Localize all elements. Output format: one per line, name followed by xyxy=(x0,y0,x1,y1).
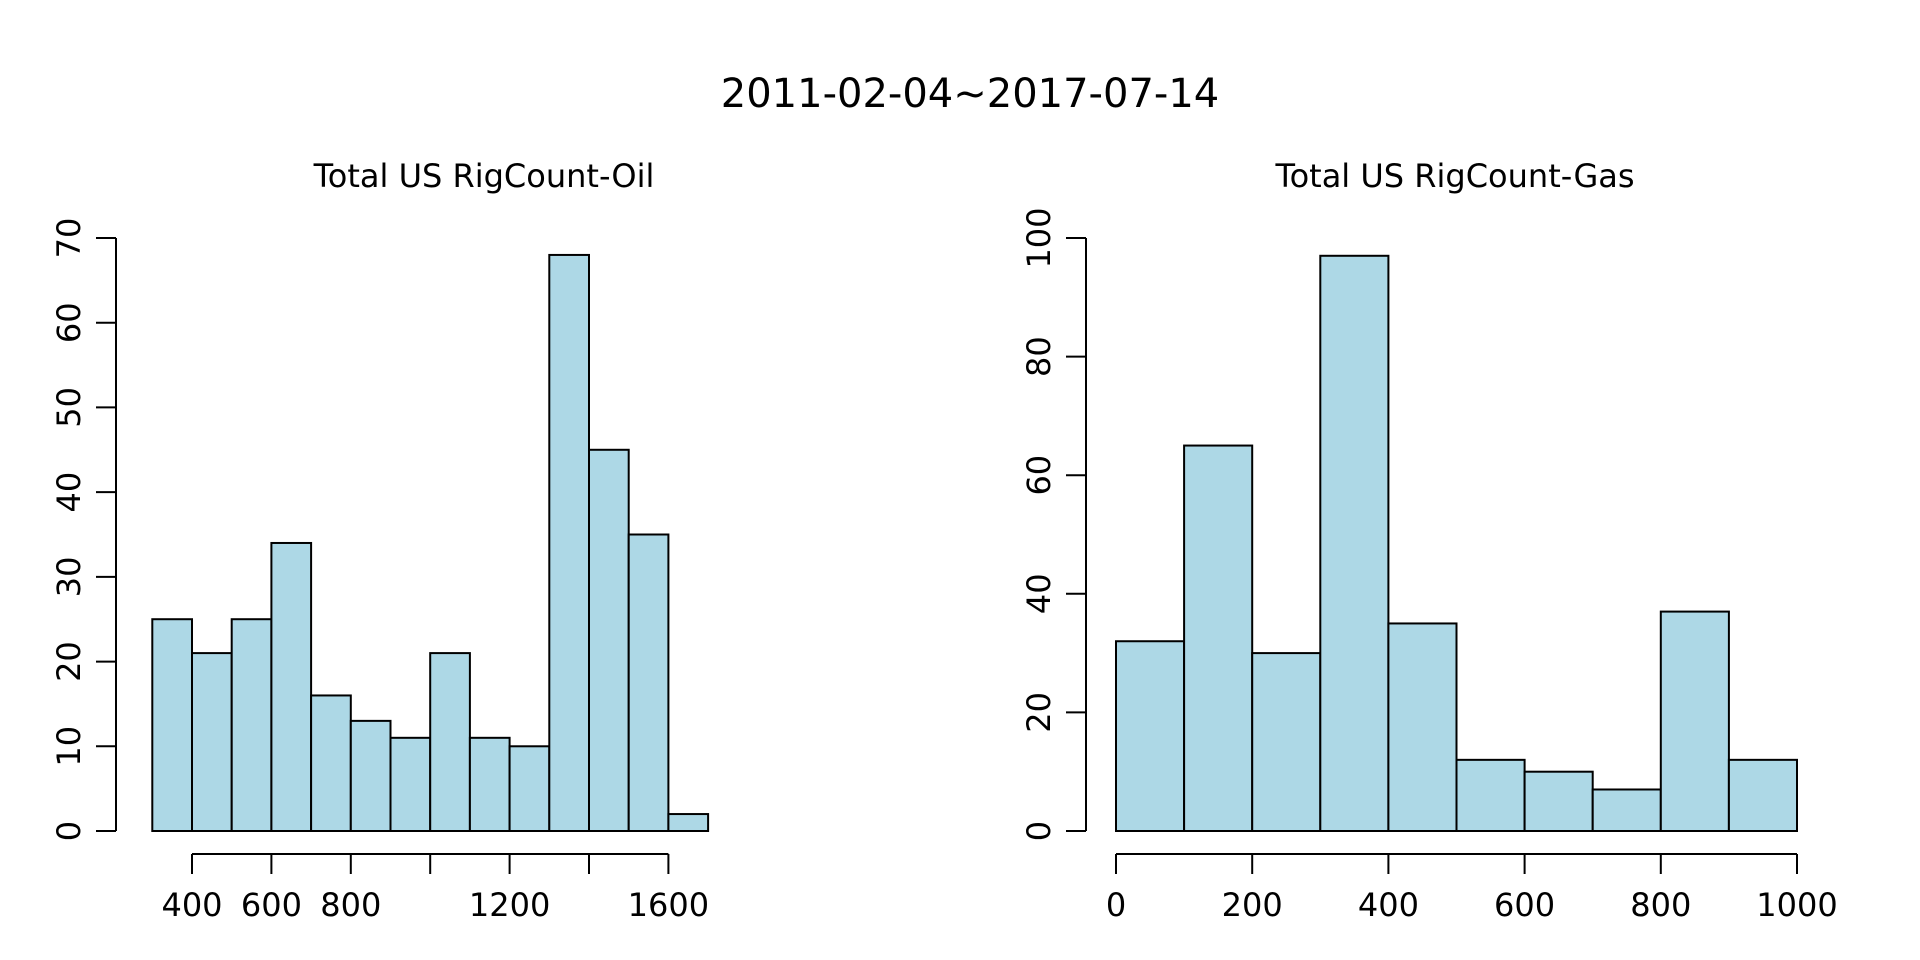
gas-histogram-bar xyxy=(1183,444,1254,832)
gas-y-tick-label: 80 xyxy=(1020,336,1058,377)
gas-histogram-bar xyxy=(1251,652,1322,832)
oil-y-tick-label: 0 xyxy=(50,821,88,841)
oil-y-tick-label: 10 xyxy=(50,726,88,767)
gas-x-tick-label: 800 xyxy=(1630,886,1691,924)
gas-histogram-bar xyxy=(1523,770,1594,833)
oil-histogram-bar xyxy=(468,736,511,832)
oil-x-tick-label: 400 xyxy=(161,886,222,924)
gas-x-tick-label: 1000 xyxy=(1756,886,1837,924)
figure-title: 2011-02-04~2017-07-14 xyxy=(721,71,1219,117)
oil-histogram-bar xyxy=(270,541,313,832)
oil-histogram-bar xyxy=(191,652,233,832)
oil-histogram-bar xyxy=(429,652,471,832)
oil-histogram-bar xyxy=(588,448,630,832)
oil-x-tick-label: 1200 xyxy=(469,886,550,924)
oil-x-tick-label: 800 xyxy=(320,886,381,924)
oil-y-tick-label: 50 xyxy=(50,387,88,428)
gas-x-tick-label: 400 xyxy=(1358,886,1419,924)
oil-histogram-bar xyxy=(310,694,352,833)
gas-y-tick-label: 40 xyxy=(1020,573,1058,614)
oil-histogram-bar xyxy=(627,533,670,832)
gas-histogram-bar xyxy=(1727,758,1799,833)
gas-x-tick-label: 200 xyxy=(1222,886,1283,924)
gas-histogram-bar xyxy=(1659,610,1730,833)
oil-histogram-bar xyxy=(667,813,710,832)
oil-panel-title: Total US RigCount-Oil xyxy=(313,157,655,195)
oil-histogram-bar xyxy=(548,253,590,832)
gas-panel-title: Total US RigCount-Gas xyxy=(1274,157,1634,195)
gas-y-tick-label: 100 xyxy=(1020,207,1058,268)
gas-histogram-bar xyxy=(1115,640,1186,832)
oil-histogram-bar xyxy=(151,618,194,833)
gas-y-tick-label: 60 xyxy=(1020,455,1058,496)
gas-x-tick-label: 600 xyxy=(1494,886,1555,924)
oil-histogram-bar xyxy=(508,745,551,832)
oil-y-tick-label: 40 xyxy=(50,472,88,513)
gas-y-tick-label: 20 xyxy=(1020,692,1058,733)
oil-histogram-bar xyxy=(349,719,392,832)
oil-x-tick-label: 1600 xyxy=(628,886,709,924)
gas-histogram-bar xyxy=(1387,622,1458,833)
oil-histogram-panel: Total US RigCount-Oil 0 10 20 30 40 50 60 70 400… xyxy=(50,157,709,924)
gas-y-tick-label: 0 xyxy=(1020,821,1058,841)
gas-histogram-bar xyxy=(1591,788,1662,832)
oil-y-tick-label: 20 xyxy=(50,641,88,682)
oil-x-tick-label: 600 xyxy=(241,886,302,924)
gas-histogram-bar xyxy=(1455,758,1526,833)
gas-x-tick-label: 0 xyxy=(1106,886,1126,924)
oil-y-tick-label: 30 xyxy=(50,556,88,597)
oil-histogram-bar xyxy=(389,736,432,832)
oil-histogram-bar xyxy=(230,618,273,833)
gas-histogram-bar xyxy=(1319,254,1390,833)
oil-y-tick-label: 60 xyxy=(50,302,88,343)
oil-y-tick-label: 70 xyxy=(50,218,88,259)
